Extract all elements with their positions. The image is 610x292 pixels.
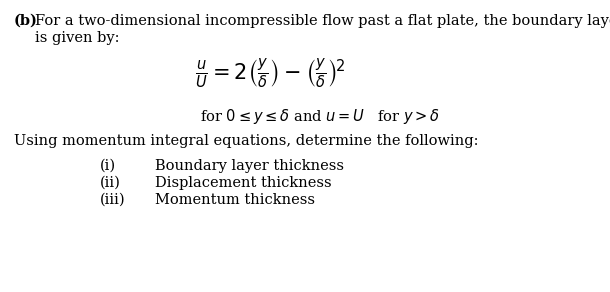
Text: is given by:: is given by:: [35, 31, 120, 45]
Text: Displacement thickness: Displacement thickness: [155, 176, 332, 190]
Text: (i): (i): [100, 159, 116, 173]
Text: Boundary layer thickness: Boundary layer thickness: [155, 159, 344, 173]
Text: (iii): (iii): [100, 193, 126, 207]
Text: $\frac{u}{U} = 2\left(\frac{y}{\delta}\right) - \left(\frac{y}{\delta}\right)^{\: $\frac{u}{U} = 2\left(\frac{y}{\delta}\r…: [195, 57, 345, 91]
Text: Using momentum integral equations, determine the following:: Using momentum integral equations, deter…: [14, 134, 478, 148]
Text: For a two-dimensional incompressible flow past a flat plate, the boundary layer : For a two-dimensional incompressible flo…: [35, 14, 610, 28]
Text: (ii): (ii): [100, 176, 121, 190]
Text: (b): (b): [14, 14, 38, 28]
Text: for $0 \leq y \leq \delta$ and $u = U$   for $y > \delta$: for $0 \leq y \leq \delta$ and $u = U$ f…: [200, 107, 440, 126]
Text: Momentum thickness: Momentum thickness: [155, 193, 315, 207]
